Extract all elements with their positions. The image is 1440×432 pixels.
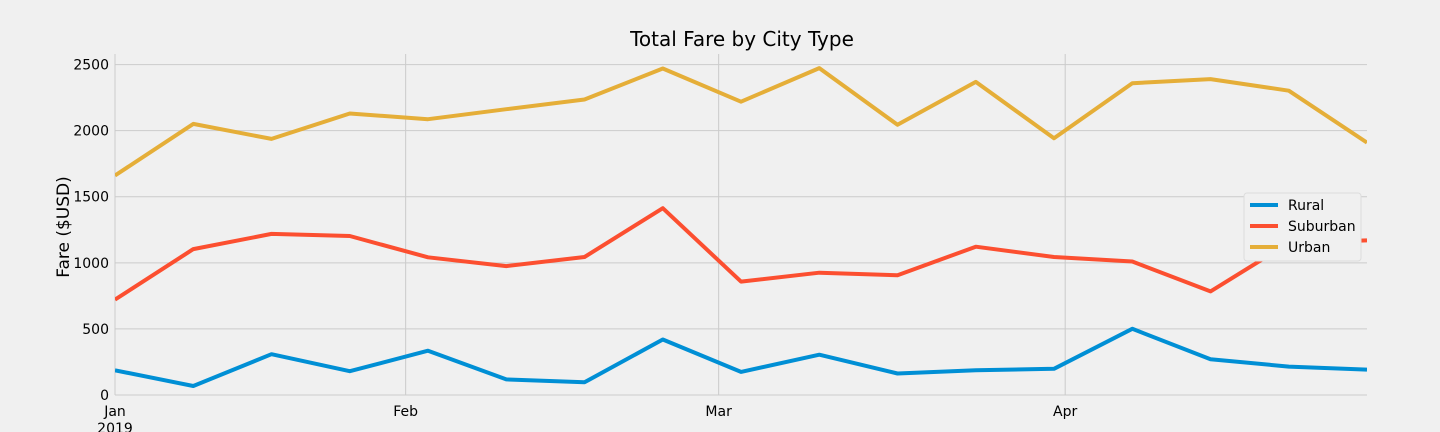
x-tick-label: Jan [103,404,126,420]
y-tick-label: 1500 [73,190,109,206]
series-line-suburban [115,206,1367,302]
legend: Rural Suburban Urban [1243,192,1362,262]
series-line-rural [115,326,1367,388]
series-lines [115,66,1367,388]
legend-box [1243,192,1362,262]
y-tick-label: 1000 [73,256,109,272]
x-tick-label: Feb [393,404,418,420]
legend-label-suburban: Suburban [1288,219,1356,235]
x-tick-label: Apr [1053,404,1077,420]
chart-title: Total Fare by City Type [629,27,854,51]
legend-label-rural: Rural [1288,198,1324,214]
series-line-urban [115,66,1367,178]
y-tick-label: 2500 [73,58,109,74]
y-axis-label: Fare ($USD) [54,176,74,278]
x-tick-sublabel: 2019 [97,421,133,432]
y-tick-label: 500 [82,322,109,338]
y-tick-label: 0 [100,388,109,404]
legend-label-urban: Urban [1288,240,1330,256]
y-tick-label: 2000 [73,124,109,140]
x-tick-label: Mar [705,404,732,420]
gridlines [114,54,1367,396]
